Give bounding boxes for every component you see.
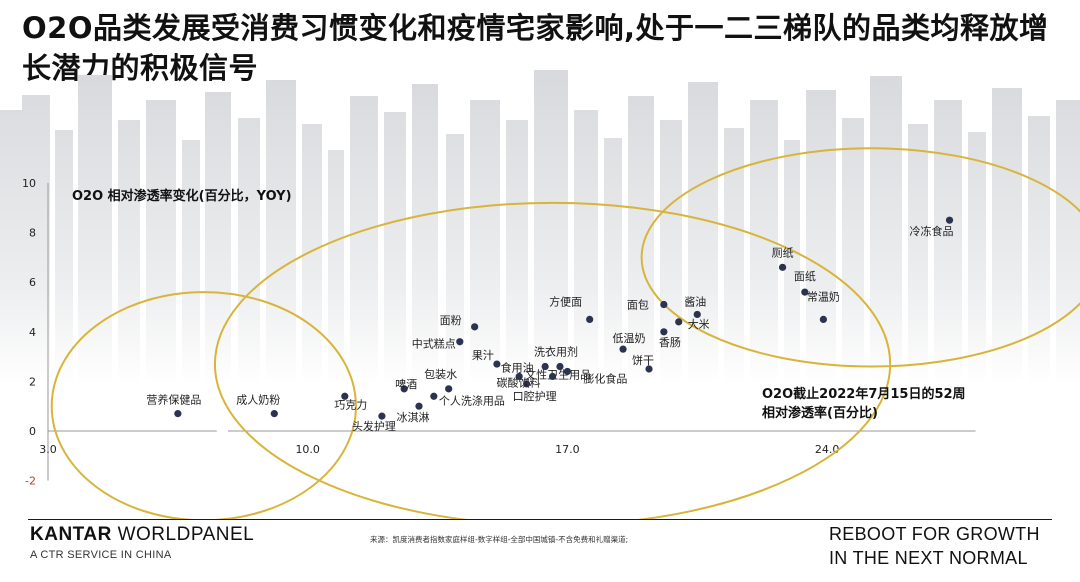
data-point (801, 288, 809, 296)
data-point (515, 372, 523, 381)
skyline-fade (0, 80, 1080, 460)
data-point (522, 380, 531, 388)
data-point (660, 328, 668, 336)
kantar-worldpanel-logo: KANTAR WORLDPANEL (30, 524, 254, 546)
x-tick-label: 10.0 (295, 443, 320, 456)
data-point (563, 367, 572, 376)
y-tick-label: 8 (29, 227, 36, 240)
brand-subtitle: A CTR SERVICE IN CHINA (30, 549, 172, 561)
cluster-ellipse-tier-2 (214, 201, 892, 520)
data-point (556, 362, 564, 371)
data-point (693, 310, 701, 319)
data-label: 面包 (627, 299, 649, 312)
page-title: O2O品类发展受消费习惯变化和疫情宅家影响,处于一二三梯队的品类均释放增长潜力的… (22, 11, 1049, 85)
data-point (445, 385, 453, 393)
data-point (541, 362, 549, 371)
data-label: 冷冻食品 (910, 224, 954, 238)
y-tick-label: 6 (29, 276, 36, 289)
data-label: 饼干 (632, 353, 654, 367)
data-point (548, 372, 557, 381)
data-point (660, 300, 668, 309)
data-point (645, 365, 653, 373)
cluster-ellipse-tier-1 (640, 147, 1080, 368)
data-label: 食用油 (501, 361, 534, 375)
data-label: 膨化食品 (583, 371, 627, 385)
data-point (415, 402, 423, 410)
reboot-tagline: REBOOT FOR GROWTH IN THE NEXT NORMAL (829, 522, 1040, 570)
data-label: 面粉 (440, 314, 462, 327)
data-label: 巧克力 (334, 398, 367, 411)
scatter-chart: -2 0 2 4 6 8 10 3.0 10.0 17.0 24.0 营养保健品 成人奶粉 巧克力头发护… (0, 70, 1080, 520)
y-tick-label: 2 (29, 375, 36, 388)
data-label: 中式糕点 (412, 337, 456, 351)
cluster-ellipses (50, 147, 1080, 520)
data-point (675, 318, 683, 326)
data-point (778, 263, 787, 271)
data-label: 头发护理 (352, 419, 396, 433)
data-point (341, 392, 349, 400)
data-label: 大米 (688, 317, 710, 331)
brand-rest: WORLDPANEL (111, 524, 255, 545)
data-label: 口腔护理 (513, 389, 557, 403)
data-point (586, 315, 594, 323)
data-label: 香肠 (659, 336, 681, 349)
data-label: 成人奶粉 (236, 393, 280, 407)
data-label: 文性卫生用品 (525, 367, 591, 381)
data-label: 包装水 (424, 368, 457, 381)
data-label: 面纸 (794, 270, 816, 283)
data-label: 酱油 (684, 294, 706, 308)
data-label: 常温奶 (807, 289, 840, 303)
data-point (400, 385, 408, 393)
x-axis-title-line1: O2O截止2022年7月15日的52周 (762, 386, 966, 402)
footer-divider (28, 519, 1052, 520)
y-tick-label: 10 (22, 177, 36, 190)
tagline-line2: IN THE NEXT NORMAL (829, 548, 1028, 568)
data-point (471, 323, 479, 331)
y-tick-label: -2 (25, 475, 36, 488)
x-axis-title-line2: 相对渗透率(百分比) (762, 405, 878, 421)
cluster-ellipse-tier-3 (50, 291, 357, 520)
data-label: 冰淇淋 (397, 411, 430, 424)
data-point (456, 338, 464, 346)
data-label: 碳酸饮料 (497, 375, 541, 389)
data-label: 营养保健品 (146, 393, 201, 407)
data-point (270, 410, 278, 418)
y-tick-label: 0 (29, 425, 36, 438)
tagline-line1: REBOOT FOR GROWTH (829, 524, 1040, 544)
x-tick-label: 3.0 (39, 443, 57, 456)
data-label: 果汁 (472, 349, 494, 362)
y-tick-label: 4 (29, 326, 36, 339)
x-tick-label: 17.0 (555, 443, 580, 456)
data-point (945, 216, 954, 224)
data-label: 啤酒 (395, 377, 417, 391)
data-point (493, 360, 501, 368)
brand-bold: KANTAR (30, 524, 112, 545)
data-label: 低温奶 (613, 331, 646, 345)
x-tick-label: 24.0 (815, 443, 840, 456)
data-label: 厕纸 (772, 246, 794, 259)
source-note: 来源：凯度消费者指数家庭样组-数字样组-全部中国城镇-不含免费和礼赠渠道; (370, 535, 629, 544)
data-point (619, 345, 627, 353)
data-label: 方便面 (549, 294, 582, 308)
data-label: 个人洗涤用品 (439, 393, 505, 407)
data-point (430, 392, 438, 400)
data-point (378, 412, 386, 420)
data-label: 洗衣用剂 (534, 345, 578, 359)
data-point (819, 315, 827, 323)
y-axis-title: O2O 相对渗透率变化(百分比，YOY) (72, 188, 292, 204)
data-point (174, 410, 182, 418)
